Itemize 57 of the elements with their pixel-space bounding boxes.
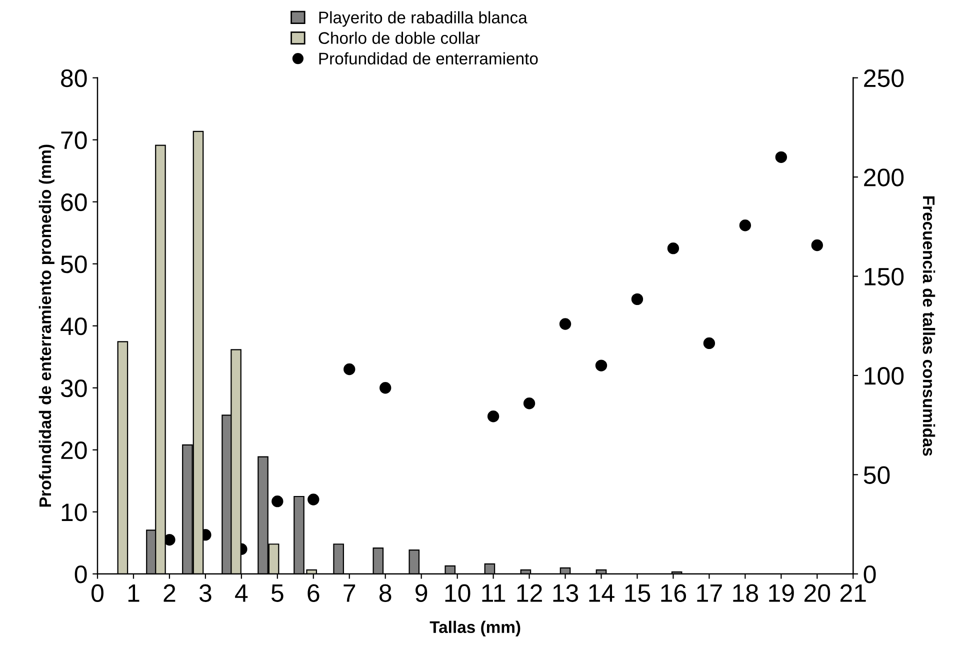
x-tick-label: 18 bbox=[733, 584, 758, 602]
x-tick-label: 15 bbox=[625, 584, 650, 602]
x-tick-label: 16 bbox=[661, 584, 686, 602]
x-tick-label: 14 bbox=[589, 584, 614, 602]
y-tick-label: 40 bbox=[60, 317, 87, 336]
x-tick-label: 13 bbox=[553, 584, 578, 602]
point bbox=[487, 410, 500, 422]
point bbox=[631, 293, 644, 306]
x-tick-label: 19 bbox=[769, 584, 794, 602]
legend-label: Profundidad de enterramiento bbox=[319, 52, 538, 65]
point bbox=[559, 318, 572, 330]
x-tick-label: 8 bbox=[379, 584, 392, 602]
x-tick-label: 11 bbox=[482, 584, 506, 602]
point bbox=[703, 337, 716, 350]
y-tick-label: 80 bbox=[61, 69, 87, 88]
point bbox=[308, 494, 320, 506]
y2-tick-label: 250 bbox=[864, 69, 904, 88]
x-tick-label: 20 bbox=[804, 584, 830, 602]
point bbox=[667, 242, 680, 254]
y-tick-label: 70 bbox=[61, 131, 87, 150]
y2-tick-label: 200 bbox=[864, 168, 904, 186]
point bbox=[595, 360, 608, 372]
legend-label: Chorlo de doble collar bbox=[318, 32, 480, 44]
y2-tick-label: 50 bbox=[864, 466, 890, 484]
point bbox=[739, 220, 752, 232]
x-tick-label: 12 bbox=[517, 584, 542, 602]
legend-label: Playerito de rabadilla blanca bbox=[319, 11, 528, 27]
point bbox=[344, 363, 356, 376]
point bbox=[775, 151, 788, 164]
y-tick-label: 50 bbox=[60, 255, 87, 274]
y-tick-label: 20 bbox=[61, 441, 87, 460]
point bbox=[380, 382, 392, 394]
x-tick-label: 17 bbox=[697, 584, 722, 602]
x-tick-label: 3 bbox=[199, 584, 212, 602]
y2-axis-title: Frecuencia de tallas consumidas bbox=[922, 196, 936, 456]
y-tick-label: 10 bbox=[62, 503, 87, 522]
y-tick-label: 0 bbox=[74, 565, 87, 584]
y-tick-label: 30 bbox=[60, 379, 87, 398]
y-tick-label: 60 bbox=[61, 193, 87, 212]
point bbox=[523, 398, 536, 410]
point bbox=[272, 495, 284, 508]
point bbox=[811, 239, 823, 252]
x-tick-label: 4 bbox=[235, 584, 248, 602]
x-tick-label: 21 bbox=[840, 584, 866, 602]
y-axis-title: Profundidad de enterramiento promedio (mm) bbox=[38, 144, 54, 507]
x-tick-label: 6 bbox=[308, 584, 320, 602]
x-tick-label: 7 bbox=[344, 584, 356, 602]
y2-tick-label: 0 bbox=[864, 565, 876, 584]
x-tick-label: 9 bbox=[416, 584, 428, 602]
x-tick-label: 5 bbox=[271, 584, 284, 602]
x-tick-label: 2 bbox=[164, 584, 176, 602]
y2-tick-label: 100 bbox=[864, 367, 904, 385]
x-axis-title: Tallas (mm) bbox=[430, 620, 520, 636]
x-tick-label: 1 bbox=[128, 584, 140, 602]
x-tick-label: 10 bbox=[445, 584, 470, 602]
y2-tick-label: 150 bbox=[864, 268, 904, 286]
x-tick-label: 0 bbox=[92, 584, 104, 602]
